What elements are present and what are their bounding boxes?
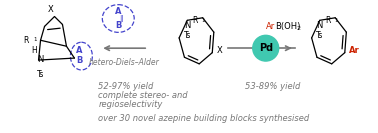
Text: hetero-Diels–Alder: hetero-Diels–Alder xyxy=(89,58,160,67)
Text: R: R xyxy=(192,16,198,25)
Text: Ar: Ar xyxy=(266,22,275,31)
Text: 53-89% yield: 53-89% yield xyxy=(245,82,300,91)
Text: H: H xyxy=(31,46,37,55)
Text: Ts: Ts xyxy=(316,31,324,40)
Text: Ts: Ts xyxy=(184,31,191,40)
Text: 1: 1 xyxy=(34,37,37,42)
Text: 52-97% yield: 52-97% yield xyxy=(98,82,154,91)
Text: X: X xyxy=(48,5,53,14)
Text: Pd: Pd xyxy=(259,43,273,53)
Text: N: N xyxy=(316,21,323,30)
Text: A: A xyxy=(115,7,121,16)
Text: 1: 1 xyxy=(202,18,205,23)
Text: B: B xyxy=(115,21,121,30)
Text: N: N xyxy=(184,21,191,30)
Text: X: X xyxy=(216,46,222,55)
Text: B(OH): B(OH) xyxy=(275,22,300,31)
Text: regioselectivity: regioselectivity xyxy=(98,100,163,109)
Text: Ts: Ts xyxy=(37,70,44,79)
Text: R: R xyxy=(23,36,29,45)
Circle shape xyxy=(253,35,279,61)
Text: complete stereo- and: complete stereo- and xyxy=(98,91,188,100)
Text: over 30 novel azepine building blocks synthesised: over 30 novel azepine building blocks sy… xyxy=(98,113,310,122)
Text: N: N xyxy=(37,55,44,64)
Text: 2: 2 xyxy=(297,26,301,31)
Text: R: R xyxy=(325,16,330,25)
Text: 1: 1 xyxy=(334,18,338,23)
Text: ||: || xyxy=(119,15,124,22)
Text: A: A xyxy=(76,46,83,55)
Text: B: B xyxy=(76,56,83,65)
Text: Ar: Ar xyxy=(349,46,359,55)
